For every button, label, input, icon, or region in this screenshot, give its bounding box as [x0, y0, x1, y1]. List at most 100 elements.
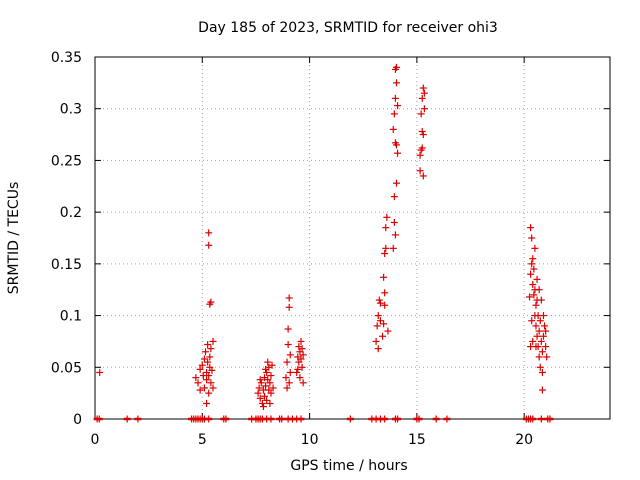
data-point	[528, 317, 536, 325]
data-point	[256, 394, 264, 402]
data-point	[420, 105, 428, 113]
data-point	[528, 260, 536, 268]
data-point	[391, 65, 399, 73]
data-point	[266, 399, 274, 407]
data-point	[536, 317, 544, 325]
data-point-zero	[381, 415, 389, 423]
data-point-zero	[134, 415, 142, 423]
data-point	[541, 322, 549, 330]
data-point	[416, 151, 424, 159]
grid	[95, 57, 610, 419]
data-point	[262, 365, 270, 373]
data-point	[419, 84, 427, 92]
data-point	[202, 348, 210, 356]
data-point	[263, 396, 271, 404]
x-tick-label: 0	[91, 432, 100, 448]
y-tick-label: 0.1	[60, 309, 82, 325]
data-points	[93, 63, 554, 423]
data-point	[526, 293, 534, 301]
data-point	[394, 149, 402, 157]
data-point	[285, 294, 293, 302]
data-point	[392, 79, 400, 87]
data-point	[542, 343, 550, 351]
data-point	[416, 167, 424, 175]
data-point	[535, 327, 543, 335]
data-point	[293, 368, 301, 376]
data-point	[390, 110, 398, 118]
data-point	[299, 379, 307, 387]
data-point	[384, 327, 392, 335]
data-point	[286, 351, 294, 359]
data-point	[533, 275, 541, 283]
data-point	[391, 231, 399, 239]
data-point	[205, 241, 213, 249]
data-point	[200, 384, 208, 392]
data-point	[299, 351, 307, 359]
data-point	[372, 337, 380, 345]
data-point	[380, 273, 388, 281]
data-point	[373, 322, 381, 330]
data-point	[391, 139, 399, 147]
data-point-zero	[123, 415, 131, 423]
data-point-zero	[95, 415, 103, 423]
data-point	[390, 218, 398, 226]
data-point	[206, 300, 214, 308]
data-point-zero	[205, 415, 213, 423]
data-point	[537, 337, 545, 345]
data-point	[374, 312, 382, 320]
data-point	[285, 303, 293, 311]
data-point	[418, 144, 426, 152]
x-tick-label: 15	[408, 432, 426, 448]
data-point	[394, 102, 402, 110]
data-point	[205, 372, 213, 380]
data-point	[194, 379, 202, 387]
data-point	[297, 337, 305, 345]
data-point	[376, 317, 384, 325]
y-tick-label: 0.2	[60, 205, 82, 221]
data-point	[381, 301, 389, 309]
data-point	[286, 368, 294, 376]
data-point	[389, 125, 397, 133]
x-axis-label: GPS time / hours	[290, 458, 407, 474]
data-point	[283, 384, 291, 392]
data-point	[200, 355, 208, 363]
x-tick-labels: 0 5 10 15 20	[91, 432, 534, 448]
data-point	[294, 365, 302, 373]
data-point	[268, 361, 276, 369]
data-point	[296, 374, 304, 382]
data-point	[527, 224, 535, 232]
data-point	[530, 291, 538, 299]
data-point	[266, 379, 274, 387]
data-point	[543, 353, 551, 361]
y-axis-label: SRMTID / TECUs	[6, 182, 22, 295]
data-point-zero	[222, 415, 230, 423]
data-point	[254, 389, 262, 397]
data-point-zero	[346, 415, 354, 423]
data-point	[206, 353, 214, 361]
data-point	[298, 363, 306, 371]
data-point	[418, 94, 426, 102]
data-point-zero	[546, 415, 554, 423]
data-point	[259, 403, 267, 411]
data-point	[417, 110, 425, 118]
data-point	[532, 301, 540, 309]
data-point-zero	[278, 415, 286, 423]
data-point	[375, 296, 383, 304]
data-point	[264, 358, 272, 366]
data-point	[283, 358, 291, 366]
data-point	[203, 399, 211, 407]
data-point	[203, 376, 211, 384]
data-point	[297, 355, 305, 363]
data-point	[207, 345, 215, 353]
data-point	[536, 363, 544, 371]
data-point-zero	[415, 415, 423, 423]
data-point	[263, 368, 271, 376]
data-point	[207, 379, 215, 387]
x-tick-label: 5	[198, 432, 207, 448]
data-point	[255, 384, 263, 392]
data-point	[192, 374, 200, 382]
data-point	[529, 255, 537, 263]
data-point	[262, 382, 270, 390]
data-point	[285, 379, 293, 387]
data-point	[380, 320, 388, 328]
